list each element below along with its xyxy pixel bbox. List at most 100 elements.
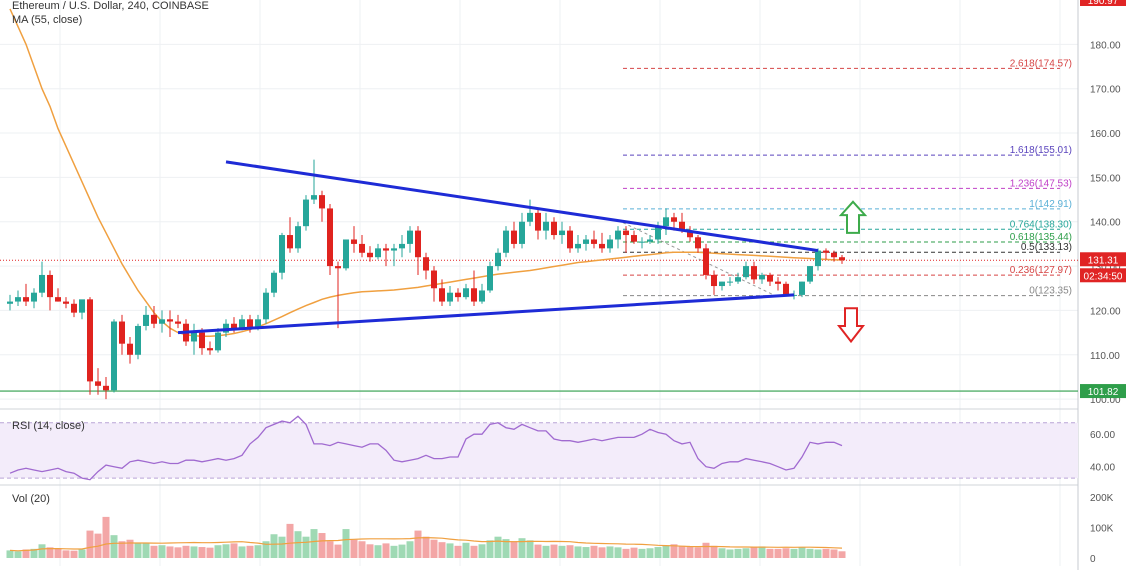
candle-body — [95, 381, 101, 386]
candle-body — [399, 243, 405, 249]
volume-bar — [214, 545, 222, 558]
candle-body — [175, 321, 181, 324]
volume-bar — [6, 550, 14, 558]
candle-body — [319, 195, 325, 209]
volume-bar — [838, 551, 846, 558]
volume-bar — [414, 530, 422, 558]
candle-body — [271, 272, 277, 293]
candle-body — [607, 239, 613, 249]
y-tick-label: 120.00 — [1090, 306, 1121, 317]
volume-bar — [654, 547, 662, 558]
volume-bar — [46, 547, 54, 558]
chart-title: Ethereum / U.S. Dollar, 240, COINBASE — [12, 0, 209, 12]
candle-body — [511, 230, 517, 244]
volume-bar — [382, 543, 390, 558]
candle-body — [63, 301, 69, 304]
volume-bar — [750, 547, 758, 558]
candle-body — [815, 250, 821, 267]
volume-bar — [318, 533, 326, 558]
candle-body — [503, 230, 509, 253]
candle-body — [823, 250, 829, 253]
candle-body — [759, 274, 765, 280]
candle-body — [143, 314, 149, 326]
volume-bar — [22, 549, 30, 558]
candle-body — [479, 290, 485, 302]
volume-bar — [598, 547, 606, 558]
volume-bar — [574, 546, 582, 558]
top-price-badge — [1080, 0, 1126, 6]
volume-bar — [446, 543, 454, 558]
volume-bar — [758, 546, 766, 558]
candle-body — [279, 235, 285, 273]
candle-body — [719, 281, 725, 287]
volume-bar — [638, 548, 646, 558]
volume-bar — [278, 536, 286, 558]
volume-bar — [830, 549, 838, 558]
candle-body — [671, 217, 677, 222]
candle-body — [567, 230, 573, 249]
candle-body — [799, 281, 805, 295]
candle-body — [39, 274, 45, 293]
volume-bar — [806, 548, 814, 558]
volume-bar — [582, 547, 590, 558]
candle-body — [519, 221, 525, 244]
trendline-lower — [177, 293, 795, 335]
volume-bar — [374, 545, 382, 558]
candle-body — [7, 301, 13, 304]
candle-body — [159, 319, 165, 324]
volume-bar — [470, 545, 478, 558]
candle-body — [415, 230, 421, 258]
volume-bar — [566, 545, 574, 558]
candle-body — [207, 348, 213, 351]
volume-bar — [590, 545, 598, 558]
volume-bar — [238, 546, 246, 558]
volume-bar — [702, 542, 710, 558]
volume-bar — [622, 548, 630, 558]
volume-bar — [558, 545, 566, 558]
volume-bar — [438, 542, 446, 558]
rsi-tick-label: 60.00 — [1090, 430, 1115, 441]
candle-body — [327, 208, 333, 267]
ma-55-line — [9, 8, 842, 337]
candle-body — [391, 248, 397, 251]
volume-bar — [518, 538, 526, 558]
volume-bar — [366, 544, 374, 558]
fib-level-label: 0.618(135.44) — [1010, 232, 1072, 243]
volume-bar — [726, 549, 734, 558]
candle-body — [751, 266, 757, 280]
candle-body — [199, 332, 205, 349]
volume-bar — [646, 548, 654, 558]
candle-body — [295, 226, 301, 249]
candle-body — [239, 319, 245, 329]
candle-body — [15, 297, 21, 302]
fib-level-label: 1(142.91) — [1029, 199, 1072, 210]
volume-tick-label: 200K — [1090, 493, 1114, 504]
volume-bar — [734, 548, 742, 558]
candle-body — [247, 319, 253, 329]
candle-body — [191, 332, 197, 342]
candle-body — [119, 321, 125, 344]
volume-bar — [814, 549, 822, 558]
countdown-label: 02:34:50 — [1084, 271, 1123, 282]
candle-body — [407, 230, 413, 244]
volume-bar — [270, 534, 278, 558]
volume-bar — [206, 547, 214, 558]
candle-body — [527, 212, 533, 222]
candle-body — [647, 239, 653, 242]
fib-diagonal — [622, 222, 776, 297]
candle-body — [79, 299, 85, 313]
volume-bar — [502, 539, 510, 558]
volume-bar — [614, 547, 622, 558]
volume-bar — [230, 543, 238, 558]
candle-body — [167, 319, 173, 322]
volume-bar — [710, 545, 718, 558]
volume-bar — [30, 548, 38, 558]
candle-body — [87, 299, 93, 382]
volume-bar — [342, 529, 350, 558]
candle-body — [103, 385, 109, 391]
candle-body — [655, 226, 661, 240]
volume-bar — [742, 548, 750, 558]
current-price-label: 131.31 — [1088, 255, 1119, 266]
volume-bar — [462, 542, 470, 558]
